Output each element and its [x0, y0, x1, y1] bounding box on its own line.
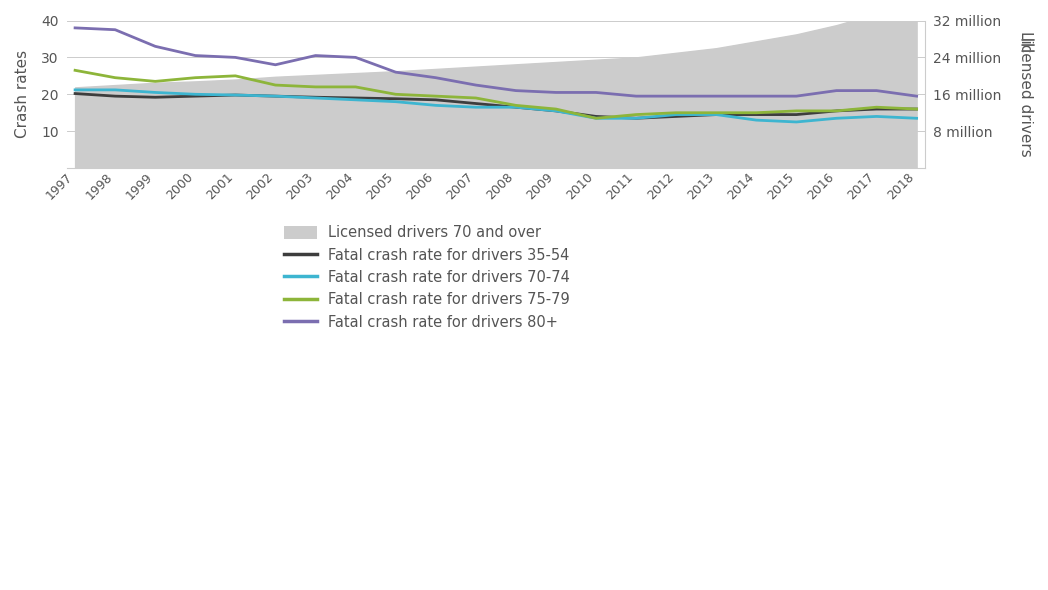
Text: ☰: ☰: [1020, 38, 1035, 57]
Y-axis label: Crash rates: Crash rates: [15, 50, 30, 139]
Y-axis label: Licensed drivers: Licensed drivers: [1018, 31, 1033, 157]
Legend: Licensed drivers 70 and over, Fatal crash rate for drivers 35-54, Fatal crash ra: Licensed drivers 70 and over, Fatal cras…: [279, 219, 576, 336]
